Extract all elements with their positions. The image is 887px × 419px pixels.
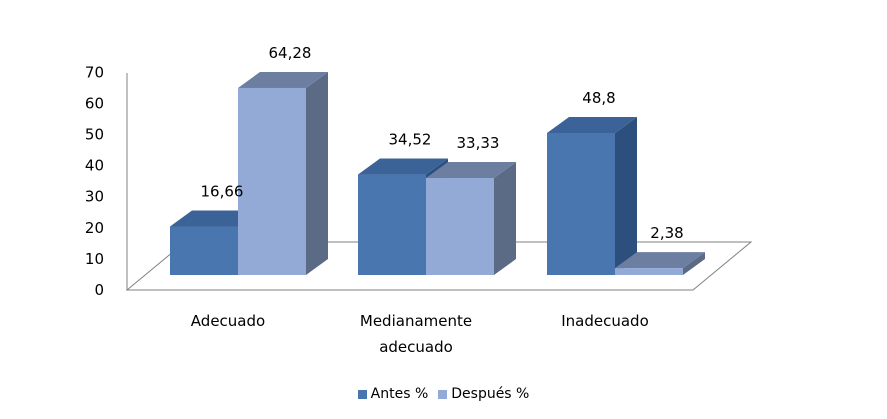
y-tick-label: 10 [85,250,104,268]
bar-top [358,158,448,175]
legend: Antes % Después % [0,386,887,402]
data-label: 64,28 [269,44,312,62]
bar-top [547,116,637,133]
category-label: Medianamente [360,312,472,330]
bar-front [547,132,615,275]
bar-top [615,252,705,269]
bar-top [426,162,516,179]
bar-despues [615,252,705,275]
bar-top [238,71,328,88]
bar-front [238,87,306,276]
data-label: 34,52 [389,131,432,149]
category-label: Adecuado [191,312,265,330]
y-tick-label: 40 [85,157,104,175]
legend-swatch-despues [438,389,448,399]
legend-label-despues: Después % [451,386,530,402]
y-axis: 0 10 20 30 40 50 60 70 [85,63,128,299]
data-label: 16,66 [201,183,244,201]
bar-front [358,174,426,275]
floor-outline [125,241,753,291]
bar-side [306,71,328,276]
y-tick-label: 20 [85,219,104,237]
bar-despues [426,162,516,275]
x-axis-labels: Adecuado Medianamente adecuado Inadecuado [191,312,649,356]
legend-label-antes: Antes % [370,386,429,402]
bar-top [170,210,260,227]
y-tick-label: 0 [94,281,104,299]
data-labels: 16,66 64,28 34,52 33,33 48,8 2,38 [201,44,684,242]
category-label: adecuado [379,338,453,356]
y-tick-label: 30 [85,188,104,206]
bar-front [615,268,683,275]
data-label: 2,38 [650,224,683,242]
bar-side [683,252,705,275]
chart-floor [125,241,753,291]
legend-item-despues: Después % [438,386,529,402]
bar-side [615,116,637,275]
y-tick-label: 60 [85,94,104,112]
data-label: 48,8 [582,89,615,107]
legend-swatch-antes [357,389,367,399]
y-tick-label: 70 [85,63,104,81]
data-label: 33,33 [457,134,500,152]
legend-item-antes: Antes % [357,386,429,402]
bar-front [170,226,238,275]
y-tick-label: 50 [85,126,104,144]
bar-side [494,162,516,275]
bar-front [426,178,494,275]
bar-antes [547,116,637,275]
bars [170,71,705,276]
bar-despues [238,71,328,276]
category-label: Inadecuado [561,312,649,330]
